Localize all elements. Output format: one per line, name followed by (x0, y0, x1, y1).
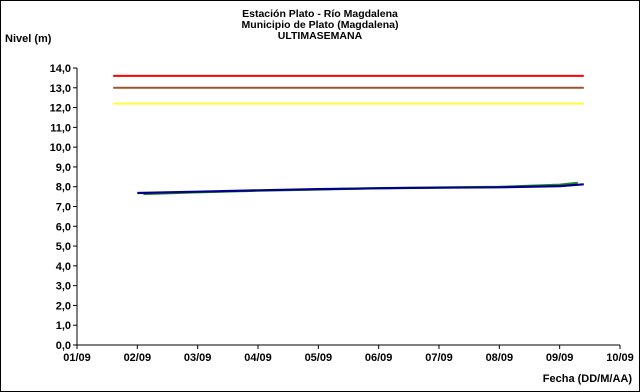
y-tick-label: 3,0 (56, 281, 71, 293)
y-tick-label: 10,0 (50, 142, 71, 154)
x-tick-label: 09/09 (546, 352, 574, 364)
y-tick-label: 14,0 (50, 63, 71, 75)
y-tick-label: 1,0 (56, 320, 71, 332)
y-tick-label: 8,0 (56, 182, 71, 194)
y-tick-label: 0,0 (56, 340, 71, 352)
x-tick-label: 04/09 (244, 352, 272, 364)
y-tick-label: 6,0 (56, 221, 71, 233)
x-tick-label: 01/09 (63, 352, 91, 364)
y-tick-label: 13,0 (50, 83, 71, 95)
chart-subtitle-period: ULTIMASEMANA (277, 30, 363, 42)
y-tick-label: 5,0 (56, 241, 71, 253)
y-tick-label: 2,0 (56, 300, 71, 312)
chart-title: Estación Plato - Río Magdalena (242, 8, 398, 20)
y-tick-label: 9,0 (56, 162, 71, 174)
x-tick-label: 08/09 (486, 352, 514, 364)
x-tick-label: 03/09 (184, 352, 212, 364)
y-tick-label: 4,0 (56, 261, 71, 273)
y-tick-label: 7,0 (56, 202, 71, 214)
series-line (137, 183, 584, 195)
chart-subtitle: Municipio de Plato (Magdalena) (241, 19, 399, 31)
x-tick-label: 10/09 (606, 352, 634, 364)
y-tick-label: 12,0 (50, 103, 71, 115)
y-axis-label: Nivel (m) (5, 33, 52, 45)
x-tick-label: 05/09 (305, 352, 333, 364)
x-axis-label: Fecha (DD/M/AA) (542, 373, 632, 385)
x-tick-label: 07/09 (425, 352, 453, 364)
x-tick-label: 06/09 (365, 352, 393, 364)
x-tick-label: 02/09 (124, 352, 152, 364)
y-tick-label: 11,0 (50, 122, 71, 134)
